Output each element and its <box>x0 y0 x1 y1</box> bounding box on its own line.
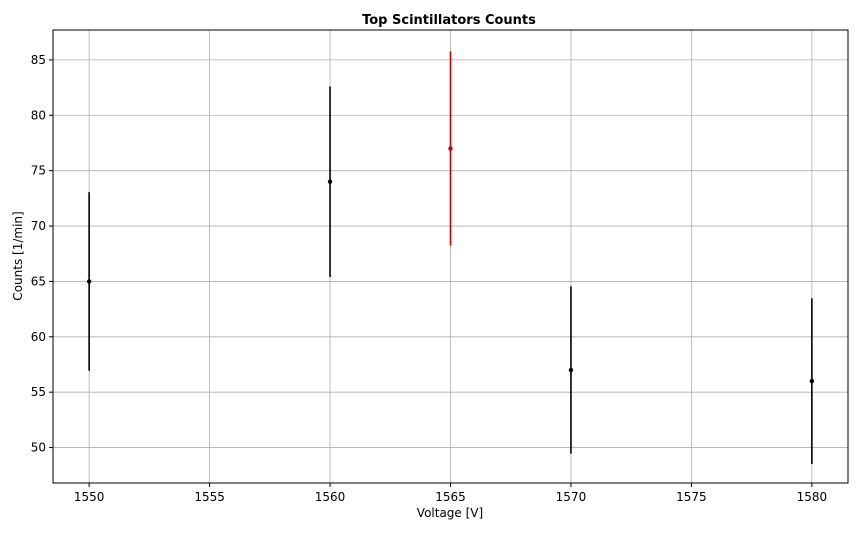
y-tick-label: 80 <box>31 108 46 122</box>
y-axis-label: Counts [1/min] <box>11 211 25 300</box>
y-axis-ticks: 50 55 60 65 70 75 80 85 <box>31 53 53 455</box>
x-tick-label: 1575 <box>676 490 707 504</box>
data-point <box>327 179 333 184</box>
y-tick-label: 75 <box>31 164 46 178</box>
x-axis-ticks: 1550 1555 1560 1565 1570 1575 1580 <box>74 483 827 504</box>
x-tick-label: 1570 <box>556 490 587 504</box>
x-tick-label: 1555 <box>194 490 225 504</box>
data-point <box>86 279 92 284</box>
data-points <box>86 146 815 384</box>
y-tick-label: 60 <box>31 330 46 344</box>
data-point <box>448 146 453 151</box>
y-tick-label: 50 <box>31 441 46 455</box>
y-tick-label: 55 <box>31 385 46 399</box>
y-tick-label: 70 <box>31 219 46 233</box>
data-point <box>568 367 574 373</box>
data-point <box>809 378 815 384</box>
x-tick-label: 1560 <box>315 490 346 504</box>
chart-title: Top Scintillators Counts <box>362 13 536 28</box>
x-axis-label: Voltage [V] <box>417 506 483 520</box>
x-tick-label: 1580 <box>797 490 828 504</box>
y-tick-label: 65 <box>31 274 46 288</box>
y-tick-label: 85 <box>31 53 46 67</box>
x-tick-label: 1550 <box>74 490 105 504</box>
x-tick-label: 1565 <box>435 490 466 504</box>
